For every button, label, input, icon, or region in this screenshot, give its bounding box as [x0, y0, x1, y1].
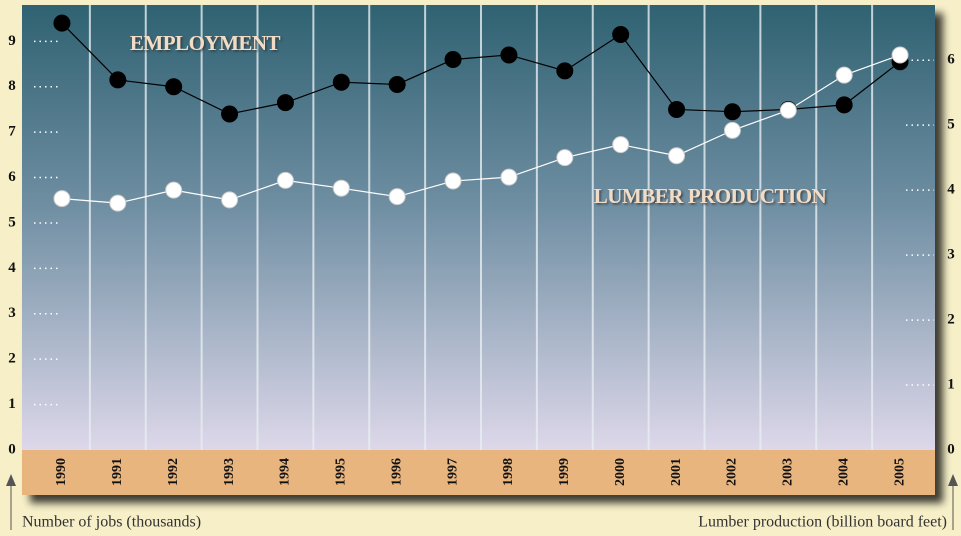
data-point: [556, 149, 574, 167]
x-tick-label: 1992: [166, 458, 181, 486]
axis-arrow: [948, 474, 958, 486]
data-point: [444, 172, 462, 190]
data-point: [221, 105, 239, 123]
data-point: [221, 191, 239, 209]
series-line: [61, 22, 901, 115]
y-tick-label: 4: [8, 260, 16, 276]
data-point: [388, 188, 406, 206]
data-point: [723, 121, 741, 139]
x-tick-label: 1994: [278, 458, 293, 486]
data-point: [500, 168, 518, 186]
data-point: [165, 181, 183, 199]
series-line: [61, 54, 901, 204]
data-point: [53, 14, 71, 32]
data-point: [779, 101, 797, 119]
data-point: [332, 73, 350, 91]
x-tick-label: 1990: [54, 458, 69, 486]
y-axis-label: Number of jobs (thousands): [22, 514, 201, 531]
data-point: [500, 46, 518, 64]
data-point: [332, 179, 350, 197]
data-point: [276, 171, 294, 189]
data-point: [276, 94, 294, 112]
x-tick-label: 1993: [222, 458, 237, 486]
x-tick-label: 2003: [781, 458, 796, 486]
data-point: [668, 147, 686, 165]
y2-tick-label: 2: [947, 312, 955, 328]
data-point: [556, 62, 574, 80]
x-tick-label: 2001: [669, 458, 684, 486]
data-point: [835, 66, 853, 84]
y-tick-label: 7: [8, 124, 16, 140]
data-point: [109, 71, 127, 89]
x-tick-label: 1998: [501, 458, 516, 486]
y-tick-label: 2: [8, 351, 16, 367]
y2-tick-label: 4: [947, 182, 955, 198]
y-tick-label: 3: [8, 305, 16, 321]
y2-axis-label: Lumber production (billion board feet): [698, 514, 947, 531]
data-point: [612, 26, 630, 44]
y2-tick-label: 3: [947, 247, 955, 263]
x-tick-label: 1991: [110, 458, 125, 486]
data-point: [444, 50, 462, 68]
data-point: [723, 103, 741, 121]
data-point: [612, 136, 630, 154]
x-tick-label: 2004: [836, 458, 851, 486]
x-tick-label: 2005: [892, 458, 907, 486]
y-tick-label: 6: [8, 169, 16, 185]
x-tick-label: 1999: [557, 458, 572, 486]
axis-arrow: [6, 474, 16, 486]
x-tick-label: 1995: [334, 458, 349, 486]
data-point: [668, 100, 686, 118]
y-tick-label: 5: [8, 214, 16, 230]
year-band: [22, 450, 935, 495]
data-point: [109, 194, 127, 212]
x-tick-label: 2000: [613, 458, 628, 486]
data-point: [165, 78, 183, 96]
y2-tick-label: 5: [947, 117, 955, 133]
x-tick-label: 2002: [725, 458, 740, 486]
y2-tick-label: 1: [947, 376, 955, 392]
data-point: [388, 75, 406, 93]
data-point: [835, 96, 853, 114]
x-tick-label: 1997: [445, 458, 460, 486]
y-tick-label: 0: [8, 441, 16, 457]
y2-tick-label: 0: [947, 441, 955, 457]
y-tick-label: 1: [8, 396, 16, 412]
y2-tick-label: 6: [947, 52, 955, 68]
column-lines: [88, 5, 874, 450]
plot-panel: [22, 5, 935, 450]
x-tick-label: 1996: [389, 458, 404, 486]
data-point: [891, 46, 909, 64]
data-point: [53, 190, 71, 208]
series-label: LUMBER PRODUCTION: [594, 184, 827, 208]
y-tick-label: 9: [8, 33, 16, 49]
y-tick-label: 8: [8, 78, 16, 94]
series-label: EMPLOYMENT: [130, 31, 281, 55]
